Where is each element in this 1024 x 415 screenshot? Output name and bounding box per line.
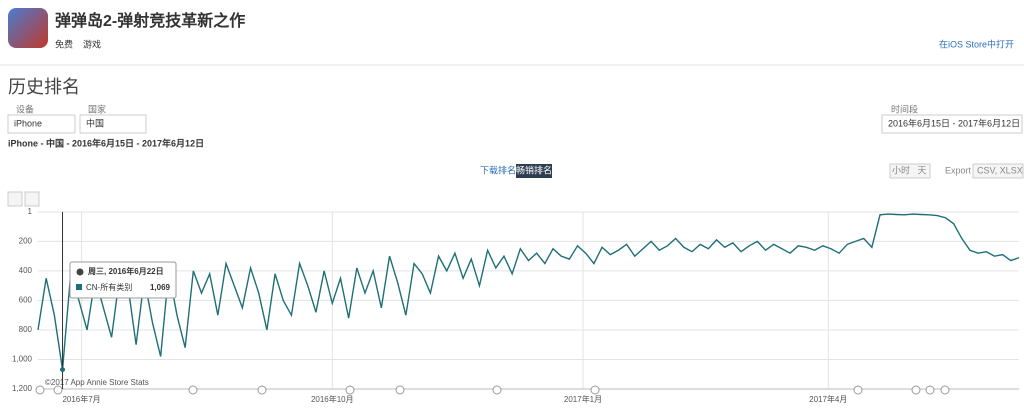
x-tick-label: 2017年1月 [564, 394, 602, 404]
reset-button[interactable] [7, 191, 23, 207]
event-marker [35, 385, 45, 395]
y-tick-label: 800 [19, 325, 33, 334]
tooltip-date: 周三, 2016年6月22日 [88, 266, 164, 276]
section-title: 历史排名 [8, 77, 80, 97]
x-tick-label: 2016年10月 [311, 394, 354, 404]
y-tick-label: 400 [19, 266, 33, 275]
x-tick-label: 2016年7月 [62, 394, 100, 404]
country-select[interactable] [79, 114, 147, 134]
y-tick-label: 1 [28, 207, 33, 216]
event-marker [53, 385, 63, 395]
tooltip-point [60, 367, 66, 373]
filter-label: 设备 [16, 103, 34, 114]
y-tick-label: 200 [19, 236, 33, 245]
date-select[interactable] [881, 114, 1023, 134]
tooltip-swatch [76, 284, 82, 290]
tooltip [69, 261, 177, 299]
event-marker [911, 385, 921, 395]
event-marker [940, 385, 950, 395]
device-value: iPhone [14, 118, 42, 128]
event-marker [925, 385, 935, 395]
event-marker [257, 385, 267, 395]
granularity[interactable] [889, 163, 931, 179]
app-icon [8, 8, 48, 48]
app-title: 弹弹岛2-弹射竞技革新之作 [55, 11, 245, 30]
event-marker [188, 385, 198, 395]
tooltip-series: CN-所有类别 [86, 282, 132, 292]
hour[interactable]: 小时 [892, 164, 910, 175]
credit: ©2017 App Annie Store Stats [45, 378, 149, 387]
event-marker [492, 385, 502, 395]
tooltip-value: 1,069 [150, 283, 171, 292]
line [37, 213, 1020, 370]
event-marker [345, 385, 355, 395]
tooltip-icon [76, 268, 84, 276]
chart: 1 200 400 600 800 1,000 1,200 2016年7月 2016年10月 20… [12, 207, 1020, 404]
day[interactable]: 天 [917, 165, 926, 175]
export[interactable]: Export [945, 165, 972, 175]
export-format[interactable] [972, 163, 1024, 179]
store-link[interactable]: 在iOS Store中打开 [939, 38, 1014, 49]
y-tick-label: 1,200 [12, 384, 33, 393]
event-marker [853, 385, 863, 395]
category[interactable]: 游戏 [83, 38, 101, 49]
date-value: 2016年6月15日 - 2017年6月12日 [888, 117, 1020, 128]
event-marker [395, 385, 405, 395]
country-value: 中国 [86, 117, 104, 128]
price: 免费 [55, 38, 73, 49]
filter-label: 国家 [88, 103, 106, 114]
tab[interactable]: 畅销排名 [516, 164, 552, 175]
tab-active[interactable] [516, 164, 552, 178]
filter-label: 时间段 [891, 103, 918, 114]
event-marker [590, 385, 600, 395]
zoom-button[interactable] [24, 191, 40, 207]
x-tick-label: 2017年4月 [809, 394, 847, 404]
tab[interactable]: 下载排名 [480, 164, 516, 175]
summary: iPhone - 中国 - 2016年6月15日 - 2017年6月12日 [8, 137, 204, 148]
y-tick-label: 600 [19, 296, 33, 305]
y-tick-label: 1,000 [12, 355, 33, 364]
device-select[interactable] [7, 114, 76, 134]
formats[interactable]: CSV, XLSX [977, 165, 1023, 175]
